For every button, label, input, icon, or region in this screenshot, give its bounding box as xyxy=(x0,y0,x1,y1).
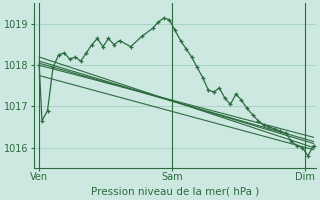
X-axis label: Pression niveau de la mer( hPa ): Pression niveau de la mer( hPa ) xyxy=(91,187,259,197)
